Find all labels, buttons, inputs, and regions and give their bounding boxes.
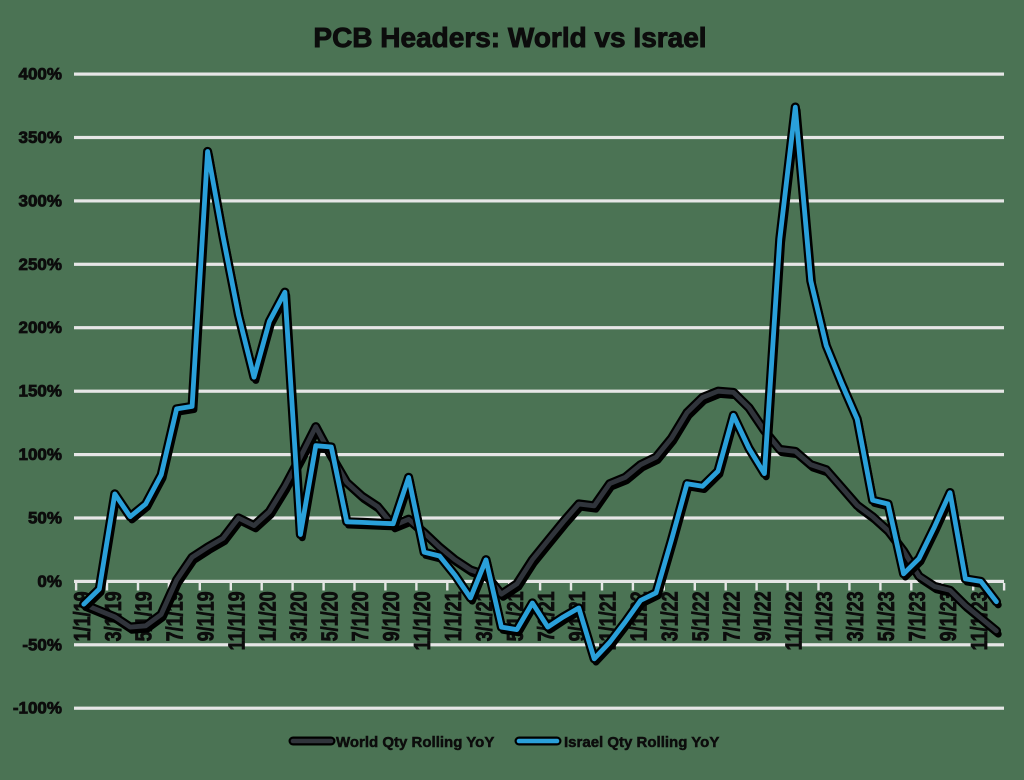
svg-text:150%: 150% xyxy=(19,382,62,401)
svg-text:200%: 200% xyxy=(19,318,62,337)
svg-text:-50%: -50% xyxy=(22,635,62,654)
svg-text:11/1/20: 11/1/20 xyxy=(410,591,436,650)
svg-text:1/1/21: 1/1/21 xyxy=(441,591,467,641)
svg-text:5/1/20: 5/1/20 xyxy=(317,591,343,641)
svg-text:3/1/23: 3/1/23 xyxy=(843,591,869,641)
svg-text:9/1/20: 9/1/20 xyxy=(379,591,405,641)
svg-text:350%: 350% xyxy=(19,128,62,147)
svg-text:50%: 50% xyxy=(28,509,62,528)
svg-text:11/1/19: 11/1/19 xyxy=(224,591,250,650)
svg-text:7/1/23: 7/1/23 xyxy=(905,591,931,641)
svg-text:5/1/22: 5/1/22 xyxy=(688,591,714,641)
svg-text:-100%: -100% xyxy=(13,699,62,718)
svg-text:1/1/23: 1/1/23 xyxy=(812,591,838,641)
svg-text:Israel Qty Rolling YoY: Israel Qty Rolling YoY xyxy=(564,734,719,751)
svg-text:9/1/19: 9/1/19 xyxy=(194,591,220,641)
svg-text:11/1/22: 11/1/22 xyxy=(781,591,807,650)
svg-text:0%: 0% xyxy=(37,572,62,591)
svg-text:World Qty Rolling YoY: World Qty Rolling YoY xyxy=(336,734,494,751)
svg-text:100%: 100% xyxy=(19,445,62,464)
svg-text:1/1/20: 1/1/20 xyxy=(255,591,281,641)
svg-text:400%: 400% xyxy=(19,65,62,84)
svg-text:3/1/20: 3/1/20 xyxy=(286,591,312,641)
svg-text:7/1/20: 7/1/20 xyxy=(348,591,374,641)
svg-text:PCB Headers: World vs Israel: PCB Headers: World vs Israel xyxy=(313,22,706,53)
svg-text:5/1/23: 5/1/23 xyxy=(874,591,900,641)
svg-text:250%: 250% xyxy=(19,255,62,274)
svg-text:7/1/22: 7/1/22 xyxy=(719,591,745,641)
svg-text:9/1/22: 9/1/22 xyxy=(750,591,776,641)
svg-text:3/1/22: 3/1/22 xyxy=(658,591,684,641)
svg-text:300%: 300% xyxy=(19,191,62,210)
